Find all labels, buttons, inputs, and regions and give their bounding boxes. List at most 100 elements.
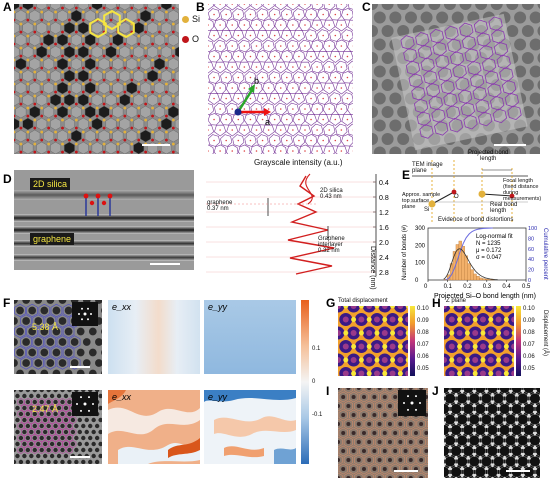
- hist-y2-tick: 40: [528, 257, 534, 263]
- panel-f-bottom-scalebar: [70, 456, 90, 458]
- panel-d-markers: [83, 193, 180, 265]
- panel-a-scalebar: [142, 144, 170, 146]
- panel-f-top-image: 5.38 Å: [14, 300, 102, 374]
- hist-bar: [485, 278, 489, 281]
- colorbar-tick-0: 0.1: [312, 346, 321, 352]
- hist-y2-tick: 20: [528, 268, 534, 274]
- panel-j-image: [444, 388, 540, 478]
- distance-tick: 2.0: [379, 240, 389, 247]
- exx-top-map: e_xx: [108, 300, 200, 374]
- eyy-bottom-map: e_yy: [204, 390, 296, 464]
- hist-x-tick: 0.1: [444, 284, 453, 290]
- panel-d-image: 2D silica graphene: [14, 170, 194, 270]
- ann-graphene: graphene 0.37 nm: [207, 200, 233, 212]
- graphene-band-3: [14, 240, 194, 247]
- g-tick: 0.09: [417, 318, 429, 324]
- hist-x-tick: 0.3: [483, 284, 492, 290]
- exx-bottom-label: e_xx: [112, 392, 132, 402]
- eyy-bottom-pattern: [204, 390, 296, 464]
- label-graphene: graphene: [30, 233, 75, 245]
- hist-bar: [482, 278, 486, 281]
- hist-y-tick: 0: [415, 278, 419, 284]
- panel-g-pattern: [338, 306, 408, 376]
- o-marker-icon: [182, 35, 189, 43]
- h-tick: 0.06: [523, 354, 535, 360]
- axis-a-arrowhead: [264, 108, 271, 116]
- panel-j-scalebar: [506, 470, 530, 472]
- g-tick: 0.10: [417, 306, 429, 312]
- panel-c-image: [372, 4, 540, 154]
- legend-o: O: [192, 34, 200, 44]
- panel-h-ticks: 0.10 0.09 0.08 0.07 0.06 0.05: [523, 303, 535, 375]
- si-label: Si: [424, 207, 430, 213]
- focal-length-label: Focal length (fixed distance during meas…: [503, 178, 542, 202]
- hist-y2label: Cumulative percent: [542, 228, 548, 280]
- hist-x-tick: 0: [424, 284, 428, 290]
- panel-g-ticks: 0.10 0.09 0.08 0.07 0.06 0.05: [417, 303, 429, 375]
- panel-j-lattice: [444, 388, 540, 478]
- panel-b-network: [208, 4, 353, 154]
- legend-si: Si: [192, 14, 201, 24]
- lattice-bottom-label: 2.47 Å: [32, 404, 59, 414]
- h-tick: 0.08: [523, 330, 535, 336]
- origin-dot: [234, 108, 242, 116]
- h-tick: 0.09: [523, 318, 535, 324]
- hist-y-tick: 300: [415, 226, 426, 232]
- panel-b-axes: a b: [234, 76, 271, 127]
- panel-e-schematic: [410, 160, 528, 222]
- eyy-bottom-label: e_yy: [208, 392, 228, 402]
- panel-label-e: E: [402, 168, 411, 182]
- hist-y-tick: 100: [415, 261, 426, 267]
- panel-g-title: Total displacement: [338, 298, 388, 304]
- distance-tick: 0.8: [379, 195, 389, 202]
- panel-f-bottom-image: 2.47 Å: [14, 390, 102, 464]
- hist-ylabel: Number of bonds (#): [402, 225, 408, 280]
- hist-y2-tick: 80: [528, 236, 534, 242]
- g-tick: 0.08: [417, 330, 429, 336]
- lattice-top-label: 5.38 Å: [32, 322, 59, 332]
- panel-label-h: H: [432, 296, 441, 310]
- exx-top-label: e_xx: [112, 302, 132, 312]
- lognormal-fit: [443, 248, 498, 281]
- distance-tick: 1.2: [379, 210, 389, 217]
- panel-label-c: C: [362, 0, 371, 14]
- ann-interlayer: Graphene interlayer 0.32 nm: [318, 236, 345, 254]
- fft-inset-top: [72, 302, 98, 326]
- label-2d-silica: 2D silica: [30, 178, 71, 190]
- g-tick: 0.07: [417, 342, 429, 348]
- panel-e-histogram: 0 0.1 0.2 0.3 0.4 0.50100200300020406080100Lo…: [402, 225, 548, 300]
- hist-bar: [488, 279, 492, 281]
- ann-2d-silica: 2D silica 0.43 nm: [320, 188, 343, 200]
- fft-i-spots: [403, 395, 421, 411]
- panel-i-scalebar: [394, 470, 418, 472]
- distance-tick: 2.4: [379, 255, 389, 262]
- profile-title: Grayscale intensity (a.u.): [254, 158, 343, 167]
- panel-c-scalebar: [494, 144, 526, 146]
- panel-i-image: [338, 388, 428, 478]
- fft-inset-i: [398, 390, 426, 416]
- hist-bar: [467, 263, 471, 281]
- silica-band: [14, 190, 194, 200]
- panel-a-legend: Si O: [182, 14, 200, 44]
- hist-y2-tick: 60: [528, 247, 534, 253]
- axis-b-arrowhead: [248, 84, 255, 93]
- strain-colorbar: [301, 300, 309, 464]
- fft-top-spots: [78, 307, 92, 321]
- fit-text: N = 1235: [476, 241, 501, 247]
- panel-h-title: Z plane: [446, 298, 467, 304]
- panel-b-image: a b: [208, 4, 353, 154]
- graphene-band-4: [14, 254, 194, 261]
- hist-bar: [476, 276, 480, 281]
- panel-d-scalebar: [150, 263, 180, 265]
- panel-i-lattice: [338, 388, 428, 478]
- graphene-band-1: [14, 214, 194, 222]
- distance-axis-label: Distance (nm): [369, 246, 376, 290]
- hist-x-tick: 0.5: [522, 284, 531, 290]
- exx-bottom-map: e_xx: [108, 390, 200, 464]
- panel-a-image: [14, 4, 179, 154]
- hist-x-tick: 0.4: [502, 284, 511, 290]
- real-bond-label: Real bond length: [490, 202, 518, 214]
- g-tick: 0.06: [417, 354, 429, 360]
- panel-label-f: F: [3, 296, 11, 310]
- evidence-label: Evidence of bond distortions: [438, 217, 514, 223]
